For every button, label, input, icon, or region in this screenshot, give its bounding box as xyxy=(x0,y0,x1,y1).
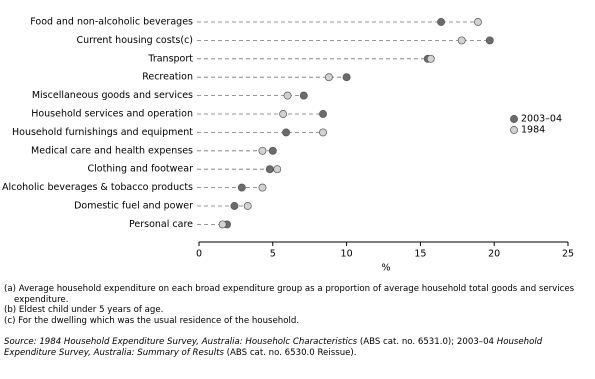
dot xyxy=(319,128,327,137)
source-part: (ABS cat. no. 6531.0); 2003–04 xyxy=(357,337,497,348)
category-label: Transport xyxy=(147,53,193,64)
x-axis-label: % xyxy=(381,263,390,274)
dot xyxy=(279,110,288,118)
footnote: (a) Average household expenditure on eac… xyxy=(4,284,575,305)
legend-label: 2003–04 xyxy=(521,114,562,125)
dot xyxy=(258,146,267,155)
dot xyxy=(437,18,446,26)
dot xyxy=(299,91,308,100)
dot xyxy=(342,73,351,82)
category-label: Food and non-alcoholic beverages xyxy=(30,17,193,28)
dot xyxy=(283,91,292,100)
x-tick-label: 15 xyxy=(414,249,426,260)
dot xyxy=(243,202,252,210)
category-label: Recreation xyxy=(142,72,193,83)
category-label: Alcoholic beverages & tobacco products xyxy=(2,182,193,193)
category-label: Household furnishings and equipment xyxy=(12,127,193,138)
dot xyxy=(258,183,267,192)
source-part: (ABS cat. no. 6530.0 Reissue). xyxy=(223,347,357,358)
category-label: Medical care and health expenses xyxy=(31,145,193,156)
legend-marker xyxy=(510,115,518,123)
x-tick-label: 0 xyxy=(196,249,202,260)
category-label: Personal care xyxy=(129,219,193,230)
source: Source: 1984 Household Expenditure Surve… xyxy=(4,337,589,358)
footnote: (b) Eldest child under 5 years of age. xyxy=(4,305,164,316)
category-label: Miscellaneous goods and services xyxy=(32,90,193,101)
dot xyxy=(265,165,274,174)
x-tick-label: 20 xyxy=(488,249,500,260)
legend-label: 1984 xyxy=(521,125,545,136)
category-label: Clothing and footwear xyxy=(88,164,194,175)
dot xyxy=(273,165,282,174)
dot xyxy=(426,54,435,63)
dot xyxy=(230,202,239,210)
legend-marker xyxy=(510,126,518,134)
notes: (a) Average household expenditure on eac… xyxy=(4,284,589,359)
dot xyxy=(282,128,291,137)
category-label: Domestic fuel and power xyxy=(74,201,193,212)
source-part: Source: 1984 Household Expenditure Surve… xyxy=(4,337,358,348)
dot xyxy=(324,73,333,82)
category-label: Current housing costs(c) xyxy=(76,35,193,46)
dot xyxy=(268,146,277,155)
footnote: (c) For the dwelling which was the usual… xyxy=(4,315,300,326)
category-label: Household services and operation xyxy=(31,109,193,120)
dot xyxy=(218,220,227,229)
dot xyxy=(237,183,246,192)
x-tick-label: 25 xyxy=(562,249,574,260)
chart: % 0 5 10 15 20 25 Food and non-alcoholic bever… xyxy=(2,17,574,274)
dot xyxy=(485,36,494,45)
dot xyxy=(319,110,327,118)
x-tick-label: 10 xyxy=(341,249,353,260)
dot xyxy=(474,18,482,26)
source-part: Household Expenditure Survey, Australia:… xyxy=(4,337,543,358)
dot xyxy=(457,36,466,45)
x-tick-label: 5 xyxy=(270,249,276,260)
